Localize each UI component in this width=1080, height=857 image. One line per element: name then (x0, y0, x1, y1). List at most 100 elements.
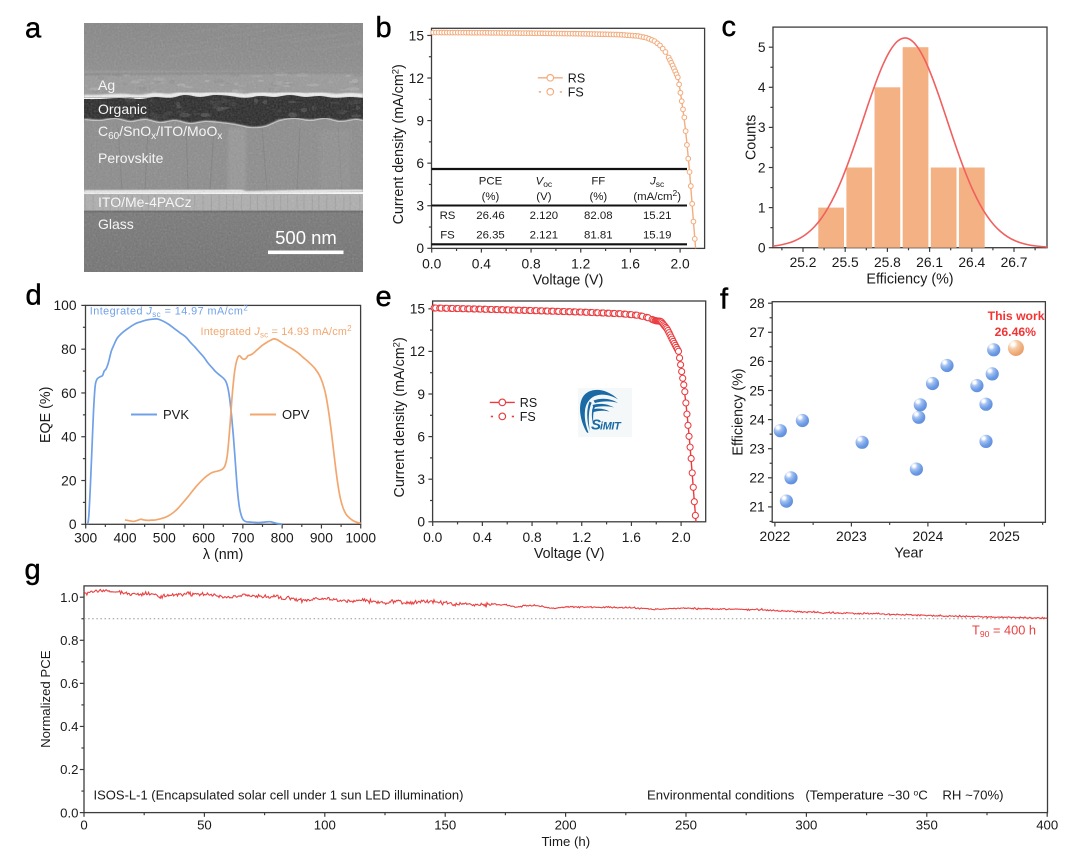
svg-text:15.19: 15.19 (643, 229, 672, 241)
svg-text:2023: 2023 (836, 529, 867, 544)
svg-text:5: 5 (758, 40, 766, 55)
svg-text:25.8: 25.8 (874, 255, 901, 270)
svg-text:FS: FS (520, 410, 536, 424)
svg-text:Organic: Organic (98, 101, 147, 117)
svg-text:25: 25 (749, 383, 765, 398)
svg-text:0.0: 0.0 (60, 805, 78, 820)
svg-text:28: 28 (749, 296, 765, 311)
svg-text:Year: Year (894, 545, 923, 561)
svg-text:1.2: 1.2 (572, 530, 591, 545)
svg-text:0: 0 (80, 818, 87, 833)
svg-text:PCE: PCE (479, 176, 503, 188)
svg-text:9: 9 (417, 387, 425, 402)
svg-text:FF: FF (591, 176, 605, 188)
svg-text:3: 3 (758, 120, 766, 135)
svg-text:12: 12 (409, 71, 424, 86)
svg-text:(%): (%) (482, 191, 500, 203)
svg-text:b: b (376, 12, 392, 44)
svg-text:150: 150 (434, 818, 456, 833)
svg-text:300: 300 (795, 818, 817, 833)
svg-text:500: 500 (153, 530, 176, 545)
svg-text:250: 250 (675, 818, 697, 833)
svg-text:e: e (376, 281, 392, 313)
svg-text:0: 0 (69, 517, 77, 532)
svg-text:600: 600 (192, 530, 215, 545)
svg-text:0.4: 0.4 (472, 256, 492, 271)
svg-text:Efficiency (%): Efficiency (%) (731, 368, 747, 455)
svg-text:300: 300 (74, 530, 97, 545)
svg-text:26: 26 (749, 354, 765, 369)
svg-text:500 nm: 500 nm (275, 227, 337, 248)
svg-text:60: 60 (61, 386, 77, 401)
svg-text:2025: 2025 (989, 529, 1020, 544)
svg-text:0: 0 (758, 241, 766, 256)
svg-text:c: c (722, 11, 737, 43)
svg-text:26.46: 26.46 (476, 210, 505, 222)
svg-text:81.81: 81.81 (584, 229, 613, 241)
svg-text:Environmental conditions (Te: Environmental conditions (Temperature ~3… (647, 788, 1004, 803)
svg-text:3: 3 (416, 199, 424, 214)
svg-text:iMIT: iMIT (600, 420, 622, 432)
svg-text:Integrated Jsc = 14.97 mA/cm2: Integrated Jsc = 14.97 mA/cm2 (90, 303, 249, 319)
svg-text:ISOS-L-1 (Encapsulated solar c: ISOS-L-1 (Encapsulated solar cell under … (94, 788, 464, 803)
svg-text:Normalized PCE: Normalized PCE (38, 650, 53, 748)
svg-text:200: 200 (555, 818, 577, 833)
svg-text:T90 = 400 h: T90 = 400 h (972, 623, 1036, 640)
svg-text:0: 0 (416, 241, 424, 256)
svg-text:9: 9 (416, 113, 424, 128)
svg-text:PVK: PVK (163, 407, 189, 422)
svg-text:0.8: 0.8 (523, 530, 543, 545)
svg-text:400: 400 (1036, 818, 1058, 833)
svg-text:0.0: 0.0 (423, 530, 443, 545)
svg-text:Time (h): Time (h) (541, 834, 590, 849)
svg-text:Perovskite: Perovskite (98, 150, 164, 166)
svg-text:RS: RS (520, 396, 537, 410)
svg-text:20: 20 (61, 473, 77, 488)
svg-text:0.6: 0.6 (60, 676, 78, 691)
svg-text:S: S (591, 417, 601, 434)
svg-text:RS: RS (568, 71, 585, 85)
svg-text:0: 0 (417, 515, 425, 530)
svg-text:a: a (25, 13, 42, 45)
svg-text:0.8: 0.8 (60, 633, 78, 648)
svg-text:26.7: 26.7 (1001, 255, 1028, 270)
svg-text:f: f (720, 284, 729, 316)
svg-text:1.6: 1.6 (621, 256, 641, 271)
svg-text:25.2: 25.2 (790, 255, 817, 270)
svg-text:15.21: 15.21 (643, 210, 672, 222)
svg-text:0.8: 0.8 (522, 256, 542, 271)
svg-text:2: 2 (758, 160, 766, 175)
svg-text:2.0: 2.0 (671, 256, 691, 271)
svg-text:Ag: Ag (98, 77, 115, 93)
svg-text:Current density (mA/cm2): Current density (mA/cm2) (392, 337, 409, 497)
svg-text:15: 15 (410, 302, 426, 317)
svg-text:Voc: Voc (536, 176, 553, 190)
svg-text:This work: This work (988, 309, 1045, 323)
svg-text:800: 800 (271, 530, 294, 545)
svg-text:22: 22 (749, 471, 764, 486)
svg-text:3: 3 (417, 472, 425, 487)
svg-text:Current density (mA/cm2): Current density (mA/cm2) (391, 64, 408, 224)
svg-text:0.4: 0.4 (60, 719, 78, 734)
svg-text:26.1: 26.1 (916, 255, 943, 270)
svg-text:(V): (V) (536, 191, 551, 203)
svg-text:FS: FS (440, 229, 455, 241)
svg-text:0.4: 0.4 (473, 530, 493, 545)
svg-text:2.120: 2.120 (530, 210, 559, 222)
svg-text:C60/SnOx/ITO/MoOx: C60/SnOx/ITO/MoOx (98, 123, 222, 142)
svg-text:21: 21 (749, 500, 764, 515)
svg-text:40: 40 (61, 430, 77, 445)
svg-text:ITO/Me-4PACz: ITO/Me-4PACz (98, 194, 192, 210)
svg-text:(%): (%) (589, 191, 607, 203)
svg-text:RS: RS (440, 210, 456, 222)
svg-text:Efficiency (%): Efficiency (%) (866, 272, 953, 288)
svg-text:1.6: 1.6 (622, 530, 642, 545)
svg-text:1.2: 1.2 (571, 256, 590, 271)
svg-text:6: 6 (416, 156, 424, 171)
svg-text:Jsc: Jsc (649, 176, 665, 190)
svg-text:1000: 1000 (345, 530, 376, 545)
svg-text:4: 4 (758, 80, 766, 95)
svg-text:350: 350 (916, 818, 938, 833)
svg-text:2.121: 2.121 (530, 229, 559, 241)
svg-text:Voltage (V): Voltage (V) (533, 272, 604, 288)
